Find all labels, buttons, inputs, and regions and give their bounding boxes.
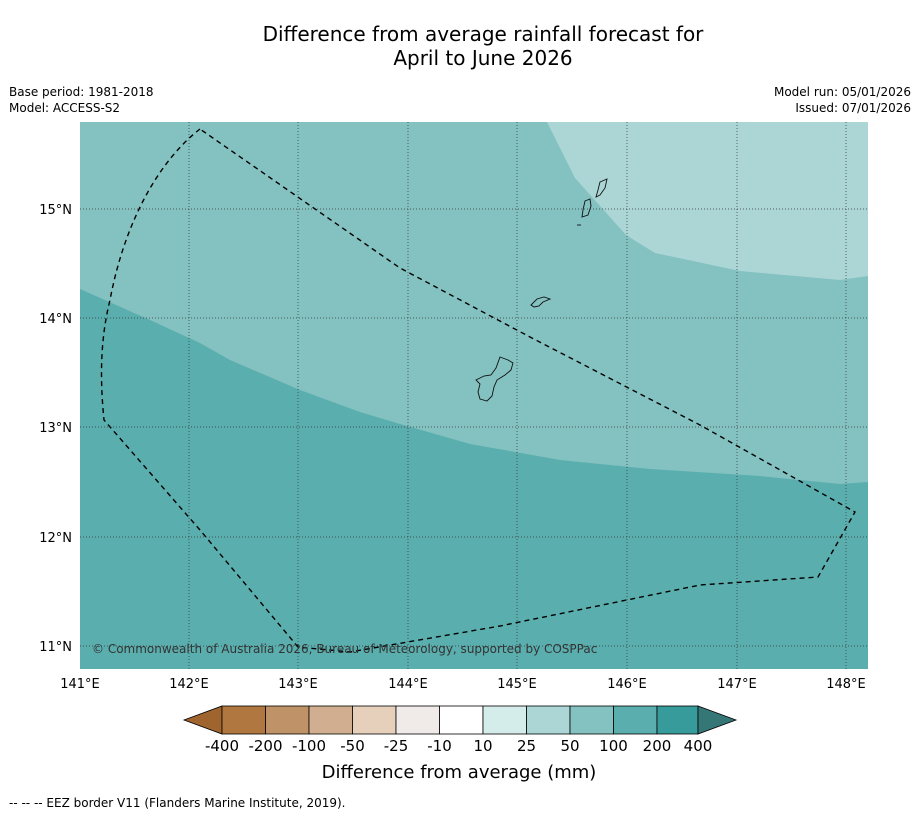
- colorbar-label-100: 100: [599, 737, 628, 755]
- colorbar-segment-7: [482, 705, 527, 735]
- islands: [475, 178, 608, 402]
- lat-tick-13: 13°N: [39, 421, 72, 436]
- lon-tick-141: 141°E: [60, 677, 100, 692]
- colorbar-label-25: 25: [517, 737, 536, 755]
- model-info: Base period: 1981-2018 Model: ACCESS-S2: [9, 84, 154, 116]
- lon-tick-143: 143°E: [278, 677, 318, 692]
- colorbar-segment-9: [569, 705, 614, 735]
- lat-tick-12: 12°N: [39, 531, 72, 546]
- island-saipan: [595, 178, 608, 198]
- gridlines: [80, 122, 868, 669]
- zone-100-to-200: [80, 289, 868, 669]
- colorbar: [182, 705, 738, 735]
- title-line-1: Difference from average rainfall forecas…: [262, 22, 704, 46]
- lon-tick-144: 144°E: [388, 677, 428, 692]
- eez-border: [100, 128, 856, 653]
- model-run: Model run: 05/01/2026: [773, 85, 911, 99]
- colorbar-label-50: 50: [560, 737, 579, 755]
- eez-legend-note: -- -- -- EEZ border V11 (Flanders Marine…: [9, 796, 346, 810]
- base-period: Base period: 1981-2018: [9, 85, 154, 99]
- colorbar-segment-11: [656, 705, 699, 735]
- colorbar-label-minus-50: -50: [340, 737, 365, 755]
- colorbar-label-400: 400: [684, 737, 713, 755]
- island-guam: [475, 356, 514, 402]
- colorbar-label-minus-200: -200: [248, 737, 282, 755]
- lat-tick-14: 14°N: [39, 312, 72, 327]
- colorbar-label-10: 10: [473, 737, 492, 755]
- colorbar-title: Difference from average (mm): [322, 762, 597, 783]
- colorbar-label-minus-10: -10: [427, 737, 452, 755]
- colorbar-segment-above-400: [697, 705, 738, 735]
- map-panel: © Commonwealth of Australia 2026, Bureau…: [80, 122, 868, 669]
- lon-tick-148: 148°E: [826, 677, 866, 692]
- copyright-credit: © Commonwealth of Australia 2026, Bureau…: [92, 642, 597, 656]
- lat-tick-labels: 15°N 14°N 13°N 12°N 11°N: [39, 203, 72, 655]
- run-info: Model run: 05/01/2026 Issued: 07/01/2026: [774, 84, 911, 116]
- lon-tick-142: 142°E: [169, 677, 209, 692]
- chart-title: Difference from average rainfall forecas…: [0, 22, 919, 70]
- colorbar-segment-1: [221, 705, 266, 735]
- issued-date: Issued: 07/01/2026: [795, 101, 911, 115]
- lat-tick-11: 11°N: [39, 640, 72, 655]
- colorbar-segment-5: [395, 705, 440, 735]
- lat-tick-15: 15°N: [39, 203, 72, 218]
- lon-tick-146: 146°E: [607, 677, 647, 692]
- colorbar-segment-2: [265, 705, 310, 735]
- colorbar-label-200: 200: [643, 737, 672, 755]
- island-rota: [530, 296, 552, 308]
- lon-tick-147: 147°E: [717, 677, 757, 692]
- colorbar-segment-8: [526, 705, 571, 735]
- colorbar-labels: -400 -200 -100 -50 -25 -10 10 25 50 100 …: [205, 737, 712, 755]
- colorbar-label-minus-100: -100: [292, 737, 326, 755]
- colorbar-segment-4: [352, 705, 397, 735]
- model-name: Model: ACCESS-S2: [9, 101, 121, 115]
- colorbar-segment-10: [613, 705, 658, 735]
- colorbar-segment-3: [308, 705, 353, 735]
- colorbar-segment-below-400: [182, 705, 223, 735]
- colorbar-label-minus-25: -25: [384, 737, 409, 755]
- island-tinian: [581, 198, 592, 218]
- lon-tick-labels: 141°E 142°E 143°E 144°E 145°E 146°E 147°…: [60, 677, 866, 692]
- lon-tick-145: 145°E: [497, 677, 537, 692]
- colorbar-label-minus-400: -400: [205, 737, 239, 755]
- colorbar-segment-6: [439, 705, 484, 735]
- title-line-2: April to June 2026: [393, 46, 573, 70]
